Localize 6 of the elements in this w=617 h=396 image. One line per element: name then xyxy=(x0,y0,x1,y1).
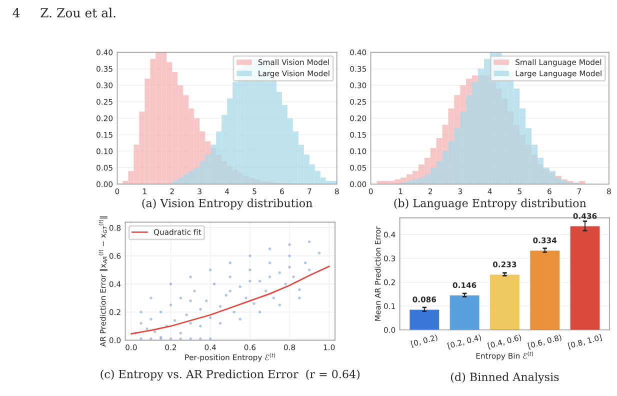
text: (b) Language Entropy distribution xyxy=(394,198,586,210)
text: (c) Entropy vs. AR Prediction Error (r = 0.64) xyxy=(100,370,360,381)
text: (d) Binned Analysis xyxy=(451,372,559,384)
text: Z. Zou et al. xyxy=(40,8,116,18)
text: (a) Vision Entropy distribution xyxy=(142,198,312,210)
text: 4 xyxy=(12,8,20,18)
